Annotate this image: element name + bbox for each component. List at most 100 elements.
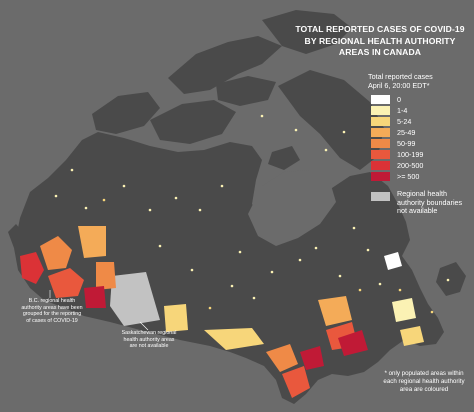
populated-dot <box>54 194 58 198</box>
legend-item: 100-199 <box>368 149 472 160</box>
legend-swatch <box>371 128 390 138</box>
legend-label: 25-49 <box>397 128 416 138</box>
arctic-island-west <box>92 92 160 134</box>
alberta-calgary <box>84 286 106 308</box>
populated-areas-note-line: area are coloured <box>399 386 449 393</box>
bc-note-line: B.C. regional health <box>28 298 76 304</box>
populated-dot <box>294 128 298 132</box>
atlantic-region-a <box>392 298 416 322</box>
atlantic-region-c <box>384 252 402 270</box>
health-region-areas <box>20 226 424 398</box>
arctic-island-north <box>168 36 282 94</box>
populated-dot <box>238 250 242 254</box>
populated-dot <box>358 288 362 292</box>
legend: Total reported cases April 6, 20:00 EDT*… <box>368 72 472 216</box>
ontario-south-b <box>282 366 310 398</box>
populated-dot <box>190 268 194 272</box>
arctic-island-ellesmere <box>262 10 352 54</box>
populated-areas-note-line: each regional health authority <box>383 378 465 385</box>
legend-item: 5-24 <box>368 116 472 127</box>
populated-dot <box>298 258 302 262</box>
legend-item: 0 <box>368 94 472 105</box>
populated-dot <box>230 284 234 288</box>
legend-heading-line: April 6, 20:00 EDT* <box>368 80 430 90</box>
populated-dot <box>270 270 274 274</box>
populated-dot <box>174 196 178 200</box>
populated-dot <box>252 296 256 300</box>
legend-label: 200-500 <box>397 161 424 171</box>
map-title: TOTAL REPORTED CASES OF COVID-19 BY REGI… <box>292 24 468 59</box>
saskatchewan-note: Saskatchewan regional health authority a… <box>100 330 198 350</box>
legend-heading-line: Total reported cases <box>368 72 433 81</box>
arctic-island-southampton <box>268 146 300 170</box>
map-title-line: TOTAL REPORTED CASES OF COVID-19 <box>295 24 465 34</box>
quebec-north <box>318 296 352 326</box>
populated-dot <box>260 114 264 118</box>
callout-lines <box>49 290 149 331</box>
manitoba-south <box>164 304 188 332</box>
alberta-north <box>78 226 106 258</box>
bc-note-line: of cases of COVID-19 <box>26 317 78 324</box>
populated-dot <box>198 208 202 212</box>
saskatchewan-note-line: health authority areas <box>123 336 175 343</box>
populated-areas-note-line: * only populated areas within <box>384 370 464 377</box>
legend-label: 0 <box>397 95 401 105</box>
populated-dot <box>352 226 356 230</box>
legend-label: 100-199 <box>397 150 424 160</box>
legend-swatch <box>371 117 390 127</box>
legend-not-available-swatch <box>371 192 390 202</box>
legend-item: 50-99 <box>368 138 472 149</box>
hudson-bay <box>248 170 336 246</box>
legend-label: >= 500 <box>397 172 420 182</box>
map-title-line: BY REGIONAL HEALTH AUTHORITY <box>304 35 456 46</box>
legend-rows: 0 1-4 5-24 25-49 50-99 100-199 200-500 >= 500 <box>368 94 472 182</box>
populated-dot <box>338 274 342 278</box>
bc-region-interior <box>48 268 84 298</box>
legend-label: 50-99 <box>397 139 416 149</box>
populated-dot <box>314 246 318 250</box>
legend-not-available-label: Regional health authority boundaries not… <box>397 190 472 216</box>
bc-region-coast <box>20 252 44 284</box>
legend-swatch <box>371 172 390 182</box>
newfoundland <box>436 262 466 296</box>
populated-areas-note: * only populated areas within each regio… <box>374 370 474 394</box>
legend-item: 1-4 <box>368 105 472 116</box>
bc-note-line: grouped for the reporting <box>22 311 82 318</box>
populated-dot <box>324 148 328 152</box>
populated-dot <box>366 248 370 252</box>
populated-dot <box>148 208 152 212</box>
legend-item: 200-500 <box>368 160 472 171</box>
ontario-north <box>204 328 264 350</box>
legend-item: 25-49 <box>368 127 472 138</box>
arctic-island-central <box>216 76 276 106</box>
populated-dot <box>102 198 106 202</box>
alberta-central <box>96 262 116 290</box>
saskatchewan-note-line: Saskatchewan regional <box>121 330 177 336</box>
populated-dot <box>70 168 74 172</box>
legend-label: 1-4 <box>397 106 408 116</box>
ontario-toronto <box>300 346 324 370</box>
populated-area-dots <box>54 114 450 314</box>
legend-item: >= 500 <box>368 171 472 182</box>
bc-region-north <box>40 236 72 270</box>
populated-dot <box>398 288 402 292</box>
bc-note-line: authority areas have been <box>21 304 83 311</box>
arctic-island-victoria <box>150 100 236 144</box>
legend-swatch <box>371 95 390 105</box>
ontario-south-a <box>266 344 298 372</box>
legend-not-available: Regional health authority boundaries not… <box>368 190 472 216</box>
atlantic-region-b <box>400 326 424 346</box>
populated-dot <box>122 184 126 188</box>
legend-not-available-line: authority boundaries <box>397 197 463 207</box>
arctic-island-baffin <box>278 70 384 170</box>
populated-dot <box>220 184 224 188</box>
legend-swatch <box>371 150 390 160</box>
populated-dot <box>446 278 450 282</box>
legend-not-available-line: Regional health <box>397 189 447 199</box>
populated-dot <box>208 306 212 310</box>
legend-heading: Total reported cases April 6, 20:00 EDT* <box>368 72 472 90</box>
vancouver-island <box>8 224 26 250</box>
legend-not-available-line: not available <box>397 206 438 216</box>
